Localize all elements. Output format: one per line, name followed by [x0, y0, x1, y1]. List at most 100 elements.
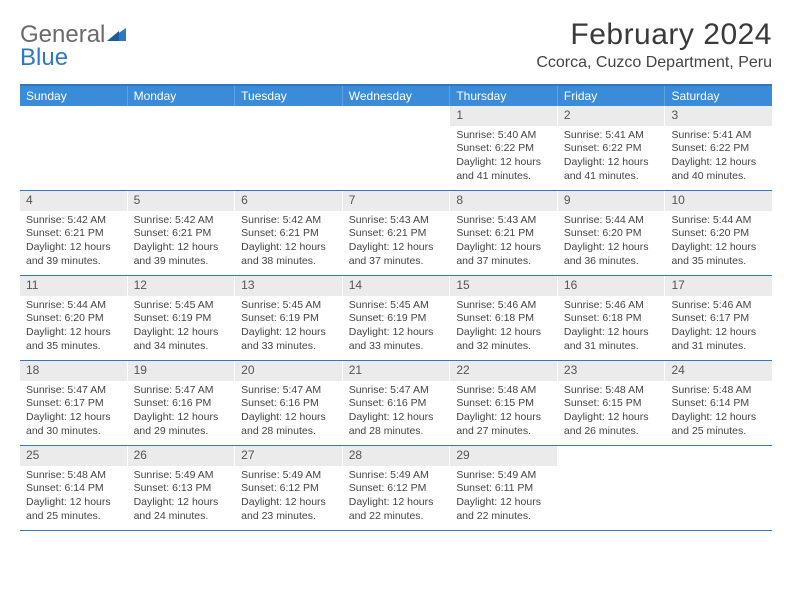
- day-details: Sunrise: 5:45 AMSunset: 6:19 PMDaylight:…: [343, 296, 450, 358]
- daylight-line: Daylight: 12 hours and 27 minutes.: [456, 411, 551, 438]
- sunrise-line: Sunrise: 5:45 AM: [134, 299, 229, 313]
- sunrise-line: Sunrise: 5:45 AM: [241, 299, 336, 313]
- day-number: 11: [20, 276, 127, 296]
- sunrise-line: Sunrise: 5:48 AM: [671, 384, 766, 398]
- sunrise-line: Sunrise: 5:47 AM: [26, 384, 121, 398]
- sunrise-line: Sunrise: 5:49 AM: [456, 469, 551, 483]
- sunset-line: Sunset: 6:21 PM: [134, 227, 229, 241]
- day-cell: 22Sunrise: 5:48 AMSunset: 6:15 PMDayligh…: [450, 361, 558, 445]
- day-cell: 20Sunrise: 5:47 AMSunset: 6:16 PMDayligh…: [235, 361, 343, 445]
- week-row: 25Sunrise: 5:48 AMSunset: 6:14 PMDayligh…: [20, 446, 772, 531]
- sunrise-line: Sunrise: 5:44 AM: [671, 214, 766, 228]
- sunset-line: Sunset: 6:20 PM: [26, 312, 121, 326]
- weekday-header: Monday: [128, 86, 236, 106]
- day-cell: 18Sunrise: 5:47 AMSunset: 6:17 PMDayligh…: [20, 361, 128, 445]
- sunrise-line: Sunrise: 5:49 AM: [349, 469, 444, 483]
- daylight-line: Daylight: 12 hours and 41 minutes.: [564, 156, 659, 183]
- day-cell: 13 Sunrise: 5:45 AMSunset: 6:19 PMDayligh…: [235, 276, 343, 360]
- day-details: Sunrise: 5:41 AMSunset: 6:22 PMDaylight:…: [665, 126, 772, 188]
- day-details: Sunrise: 5:48 AMSunset: 6:14 PMDaylight:…: [665, 381, 772, 443]
- daylight-line: Daylight: 12 hours and 28 minutes.: [349, 411, 444, 438]
- sunrise-line: Sunrise: 5:45 AM: [349, 299, 444, 313]
- sunset-line: Sunset: 6:19 PM: [241, 312, 336, 326]
- daylight-line: Daylight: 12 hours and 25 minutes.: [671, 411, 766, 438]
- sunset-line: Sunset: 6:15 PM: [564, 397, 659, 411]
- sunset-line: Sunset: 6:16 PM: [134, 397, 229, 411]
- day-number: 15: [450, 276, 557, 296]
- daylight-line: Daylight: 12 hours and 35 minutes.: [671, 241, 766, 268]
- weekday-header: Saturday: [665, 86, 772, 106]
- daylight-line: Daylight: 12 hours and 28 minutes.: [241, 411, 336, 438]
- day-number: 28: [343, 446, 450, 466]
- sunset-line: Sunset: 6:18 PM: [564, 312, 659, 326]
- day-number: 18: [20, 361, 127, 381]
- day-cell: 8Sunrise: 5:43 AMSunset: 6:21 PMDaylight…: [450, 191, 558, 275]
- sunset-line: Sunset: 6:12 PM: [241, 482, 336, 496]
- day-number: 13: [235, 276, 342, 296]
- day-cell: 3Sunrise: 5:41 AMSunset: 6:22 PMDaylight…: [665, 106, 772, 190]
- day-cell: 16Sunrise: 5:46 AMSunset: 6:18 PMDayligh…: [558, 276, 666, 360]
- day-number: 9: [558, 191, 665, 211]
- weekday-header: Friday: [558, 86, 666, 106]
- daylight-line: Daylight: 12 hours and 29 minutes.: [134, 411, 229, 438]
- daylight-line: Daylight: 12 hours and 33 minutes.: [349, 326, 444, 353]
- day-details: Sunrise: 5:44 AMSunset: 6:20 PMDaylight:…: [558, 211, 665, 273]
- day-number: 29: [450, 446, 557, 466]
- day-number: 22: [450, 361, 557, 381]
- daylight-line: Daylight: 12 hours and 34 minutes.: [134, 326, 229, 353]
- daylight-line: Daylight: 12 hours and 37 minutes.: [349, 241, 444, 268]
- day-number: 16: [558, 276, 665, 296]
- empty-day-cell: [665, 446, 772, 530]
- sunset-line: Sunset: 6:16 PM: [349, 397, 444, 411]
- day-cell: 9Sunrise: 5:44 AMSunset: 6:20 PMDaylight…: [558, 191, 666, 275]
- sunrise-line: Sunrise: 5:47 AM: [134, 384, 229, 398]
- day-number: 2: [558, 106, 665, 126]
- daylight-line: Daylight: 12 hours and 39 minutes.: [134, 241, 229, 268]
- day-number: 1: [450, 106, 557, 126]
- day-cell: 17Sunrise: 5:46 AMSunset: 6:17 PMDayligh…: [665, 276, 772, 360]
- day-details: Sunrise: 5:47 AMSunset: 6:16 PMDaylight:…: [343, 381, 450, 443]
- day-cell: 7Sunrise: 5:43 AMSunset: 6:21 PMDaylight…: [343, 191, 451, 275]
- daylight-line: Daylight: 12 hours and 32 minutes.: [456, 326, 551, 353]
- day-cell: 14Sunrise: 5:45 AMSunset: 6:19 PMDayligh…: [343, 276, 451, 360]
- day-details: Sunrise: 5:48 AMSunset: 6:15 PMDaylight:…: [558, 381, 665, 443]
- daylight-line: Daylight: 12 hours and 39 minutes.: [26, 241, 121, 268]
- day-number: 17: [665, 276, 772, 296]
- sunset-line: Sunset: 6:17 PM: [26, 397, 121, 411]
- sunrise-line: Sunrise: 5:43 AM: [349, 214, 444, 228]
- daylight-line: Daylight: 12 hours and 22 minutes.: [456, 496, 551, 523]
- day-details: Sunrise: 5:42 AMSunset: 6:21 PMDaylight:…: [20, 211, 127, 273]
- daylight-line: Daylight: 12 hours and 26 minutes.: [564, 411, 659, 438]
- week-row: 18Sunrise: 5:47 AMSunset: 6:17 PMDayligh…: [20, 361, 772, 446]
- daylight-line: Daylight: 12 hours and 25 minutes.: [26, 496, 121, 523]
- day-cell: 6Sunrise: 5:42 AMSunset: 6:21 PMDaylight…: [235, 191, 343, 275]
- sunset-line: Sunset: 6:21 PM: [26, 227, 121, 241]
- daylight-line: Daylight: 12 hours and 33 minutes.: [241, 326, 336, 353]
- sunrise-line: Sunrise: 5:46 AM: [671, 299, 766, 313]
- day-number: 8: [450, 191, 557, 211]
- sunrise-line: Sunrise: 5:44 AM: [564, 214, 659, 228]
- weeks-container: 1Sunrise: 5:40 AMSunset: 6:22 PMDaylight…: [20, 106, 772, 531]
- day-details: Sunrise: 5:48 AMSunset: 6:14 PMDaylight:…: [20, 466, 127, 528]
- empty-day-cell: [128, 106, 236, 190]
- day-cell: 27Sunrise: 5:49 AMSunset: 6:12 PMDayligh…: [235, 446, 343, 530]
- day-details: Sunrise: 5:41 AMSunset: 6:22 PMDaylight:…: [558, 126, 665, 188]
- day-cell: 12Sunrise: 5:45 AMSunset: 6:19 PMDayligh…: [128, 276, 236, 360]
- sunrise-line: Sunrise: 5:49 AM: [241, 469, 336, 483]
- day-details: Sunrise: 5:47 AMSunset: 6:16 PMDaylight:…: [128, 381, 235, 443]
- brand-word-blue: Blue: [20, 47, 127, 70]
- day-details: Sunrise: 5:49 AMSunset: 6:12 PMDaylight:…: [235, 466, 342, 528]
- day-number: 25: [20, 446, 127, 466]
- sunset-line: Sunset: 6:15 PM: [456, 397, 551, 411]
- day-number: 3: [665, 106, 772, 126]
- day-details: Sunrise: 5:49 AMSunset: 6:13 PMDaylight:…: [128, 466, 235, 528]
- day-details: Sunrise: 5:49 AMSunset: 6:12 PMDaylight:…: [343, 466, 450, 528]
- day-number: 5: [128, 191, 235, 211]
- day-number: 4: [20, 191, 127, 211]
- logo-triangle-icon: [107, 24, 127, 47]
- day-cell: 25Sunrise: 5:48 AMSunset: 6:14 PMDayligh…: [20, 446, 128, 530]
- sunset-line: Sunset: 6:11 PM: [456, 482, 551, 496]
- sunset-line: Sunset: 6:14 PM: [26, 482, 121, 496]
- daylight-line: Daylight: 12 hours and 24 minutes.: [134, 496, 229, 523]
- day-cell: 1Sunrise: 5:40 AMSunset: 6:22 PMDaylight…: [450, 106, 558, 190]
